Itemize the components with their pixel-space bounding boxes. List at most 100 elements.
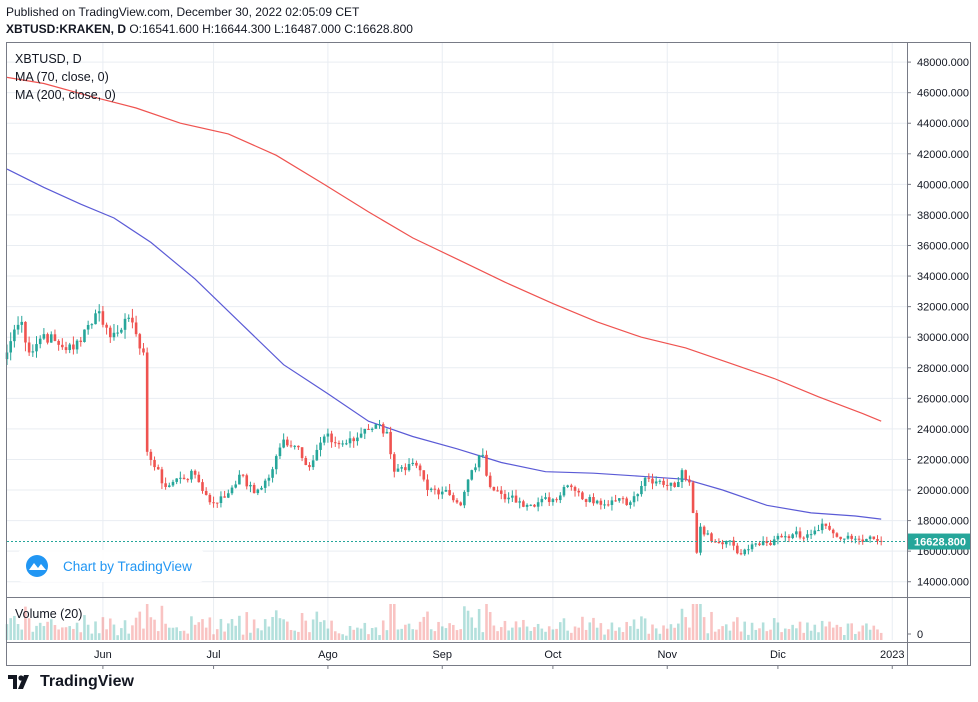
candle-body: [433, 488, 437, 490]
legend-symbol[interactable]: XBTUSD, D: [15, 52, 82, 66]
candle: [333, 436, 337, 447]
candle-body: [854, 538, 857, 540]
x-tick-label: Dic: [770, 649, 786, 661]
candle-body: [256, 489, 260, 494]
volume-bar: [138, 611, 142, 640]
legend-ma70[interactable]: MA (70, close, 0): [15, 70, 109, 84]
candle-body: [474, 467, 477, 471]
x-tick-label: Jul: [207, 649, 221, 661]
candle-body: [872, 536, 876, 539]
candle-body: [695, 512, 699, 553]
candle: [820, 518, 824, 534]
candle-body: [577, 490, 581, 493]
volume-bar: [201, 619, 204, 640]
volume-bar: [665, 628, 669, 640]
candle: [854, 535, 857, 544]
candle-body: [610, 500, 614, 505]
footer-logo[interactable]: TradingView: [8, 673, 134, 691]
y-tick-label: 32000.000: [917, 302, 969, 314]
volume-bar: [474, 627, 477, 640]
legend-ma200[interactable]: MA (200, close, 0): [15, 88, 116, 102]
candle: [699, 523, 702, 556]
volume-bar: [448, 623, 451, 640]
volume-bar: [31, 631, 35, 640]
candle-body: [566, 485, 569, 487]
candle-body: [636, 494, 640, 497]
y-tick-label: 24000.000: [917, 424, 969, 436]
candle-body: [485, 454, 488, 476]
volume-bar: [488, 612, 492, 640]
candle: [293, 445, 296, 450]
candle-body: [787, 536, 791, 539]
candle: [322, 434, 326, 446]
candle: [463, 490, 466, 509]
volume-bar: [230, 619, 234, 640]
candle: [426, 474, 429, 497]
legend-volume[interactable]: Volume (20): [15, 607, 82, 621]
candle: [625, 496, 628, 506]
x-tick-label: Ago: [318, 649, 338, 661]
y-tick-label: 14000.000: [917, 577, 969, 589]
tradingview-watermark[interactable]: Chart by TradingView: [18, 550, 204, 582]
volume-bar: [385, 630, 389, 640]
volume-bar: [381, 620, 385, 640]
candle-body: [190, 470, 193, 480]
price-axis[interactable]: 48000.000 46000.000 44000.000 42000.000 4000…: [907, 57, 970, 641]
candle: [79, 336, 83, 347]
volume-bar: [820, 620, 824, 640]
volume-bar: [186, 633, 190, 640]
candle: [149, 449, 153, 466]
candle: [750, 542, 754, 552]
candle: [245, 473, 249, 490]
time-axis[interactable]: Jun Jul Ago Sep Oct Nov Dic 2023: [94, 649, 904, 669]
volume-bar: [433, 631, 437, 640]
volume-bar: [643, 618, 647, 640]
volume-bar: [197, 622, 201, 640]
candle-body: [271, 469, 274, 478]
candle: [433, 485, 437, 495]
volume-bar: [289, 629, 293, 640]
candle: [876, 535, 879, 545]
volume-bar: [440, 626, 444, 640]
candle-body: [227, 493, 230, 498]
volume-bar: [149, 617, 153, 640]
candle-body: [20, 321, 24, 325]
candle-body: [374, 424, 378, 429]
candle: [356, 432, 359, 446]
volume-bar: [252, 619, 256, 640]
volume-bar: [728, 630, 732, 640]
volume-bar: [208, 617, 212, 640]
candle-body: [511, 495, 514, 498]
candle-body: [732, 540, 735, 546]
candle: [551, 497, 555, 506]
volume-bar: [215, 629, 219, 640]
candle-body: [278, 447, 282, 457]
candle-body: [400, 467, 403, 469]
volume-bar: [407, 623, 411, 640]
volume-bar: [193, 624, 197, 640]
candle-body: [86, 324, 90, 330]
candle-body: [356, 437, 359, 442]
candles: [5, 304, 883, 556]
volume-bar: [854, 633, 857, 640]
volume-bar: [212, 634, 215, 640]
candle-body: [422, 470, 426, 480]
volume-bar: [108, 618, 112, 640]
volume-bar: [806, 622, 809, 640]
footer-brand: TradingView: [40, 673, 134, 690]
volume-bar: [629, 626, 632, 640]
volume-bar: [249, 632, 252, 640]
volume-bar: [529, 630, 533, 640]
candle: [865, 538, 868, 543]
volume-bar: [46, 621, 49, 640]
candle: [86, 320, 90, 335]
candle: [123, 313, 127, 339]
chart-frame: [6, 42, 971, 666]
candle-body: [573, 487, 577, 491]
candle-body: [728, 540, 732, 542]
volume-bar: [603, 634, 606, 640]
candle: [503, 489, 507, 503]
volume-bar: [452, 624, 455, 640]
candle-body: [94, 313, 97, 325]
